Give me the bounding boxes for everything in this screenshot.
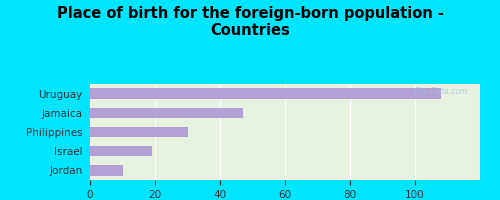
Bar: [90, 165, 122, 176]
Text: Place of birth for the foreign-born population -
Countries: Place of birth for the foreign-born popu…: [56, 6, 444, 38]
Bar: [90, 146, 152, 156]
Bar: [90, 127, 188, 137]
Text: City-Data.com: City-Data.com: [414, 87, 469, 96]
Bar: [90, 88, 441, 99]
Bar: [90, 108, 243, 118]
